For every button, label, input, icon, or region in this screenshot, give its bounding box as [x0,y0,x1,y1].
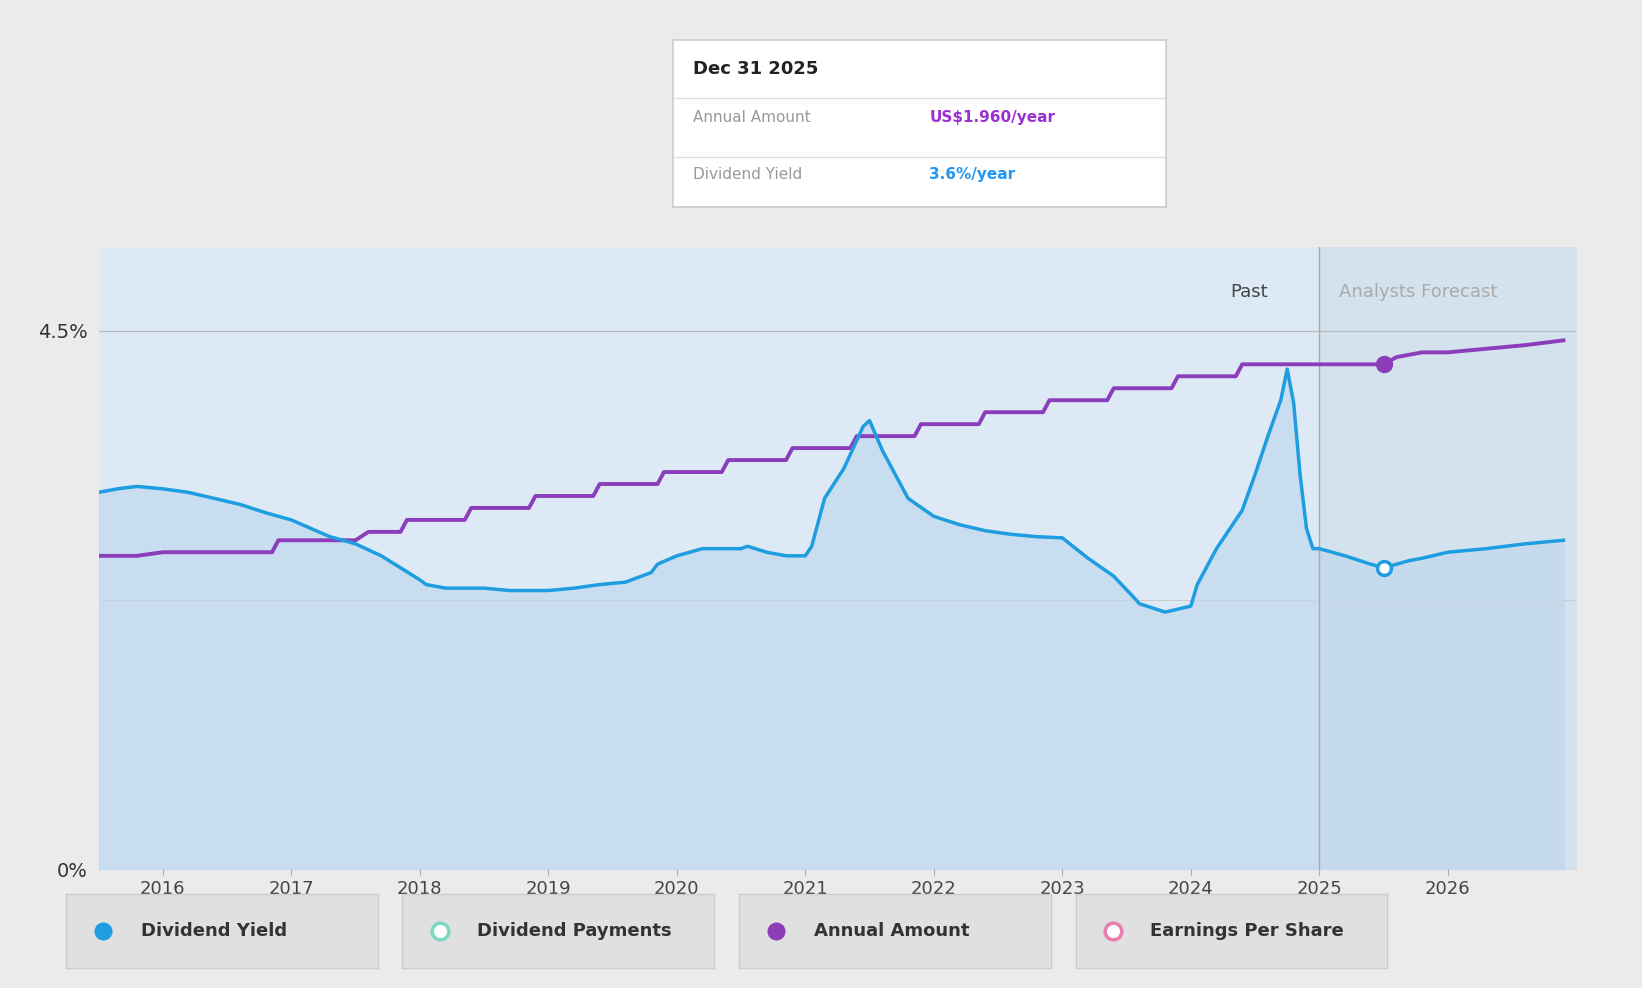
Text: Dividend Yield: Dividend Yield [141,922,287,941]
Text: Earnings Per Share: Earnings Per Share [1151,922,1345,941]
Text: Dividend Payments: Dividend Payments [478,922,672,941]
Text: Annual Amount: Annual Amount [814,922,969,941]
Text: US$1.960/year: US$1.960/year [929,110,1056,125]
Text: Annual Amount: Annual Amount [693,110,811,125]
Text: Analysts Forecast: Analysts Forecast [1338,284,1498,301]
Text: 3.6%/year: 3.6%/year [929,167,1015,182]
Text: Dec 31 2025: Dec 31 2025 [693,59,818,78]
Text: Past: Past [1230,284,1268,301]
Text: Dividend Yield: Dividend Yield [693,167,803,182]
